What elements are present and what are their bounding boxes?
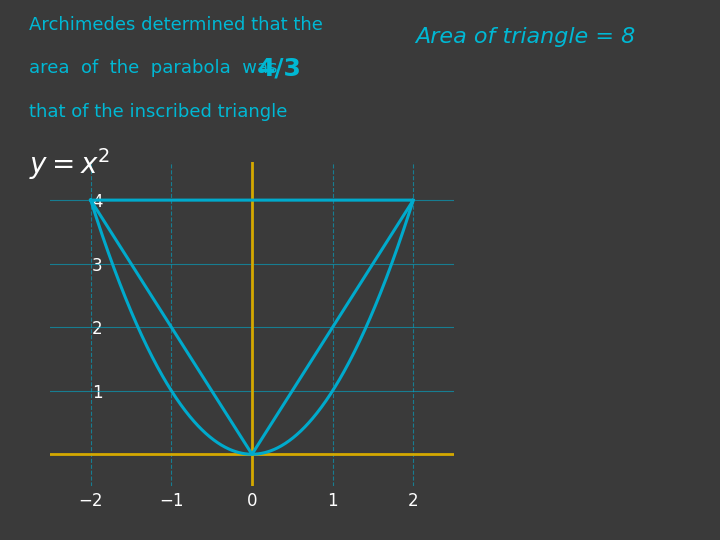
Text: Archimedes determined that the: Archimedes determined that the <box>29 16 323 34</box>
Text: Area of triangle = 8: Area of triangle = 8 <box>415 27 636 47</box>
Text: that of the inscribed triangle: that of the inscribed triangle <box>29 103 287 120</box>
Text: $y = x^2$: $y = x^2$ <box>29 146 110 181</box>
Text: area  of  the  parabola  was: area of the parabola was <box>29 59 289 77</box>
Text: 4/3: 4/3 <box>258 57 302 80</box>
